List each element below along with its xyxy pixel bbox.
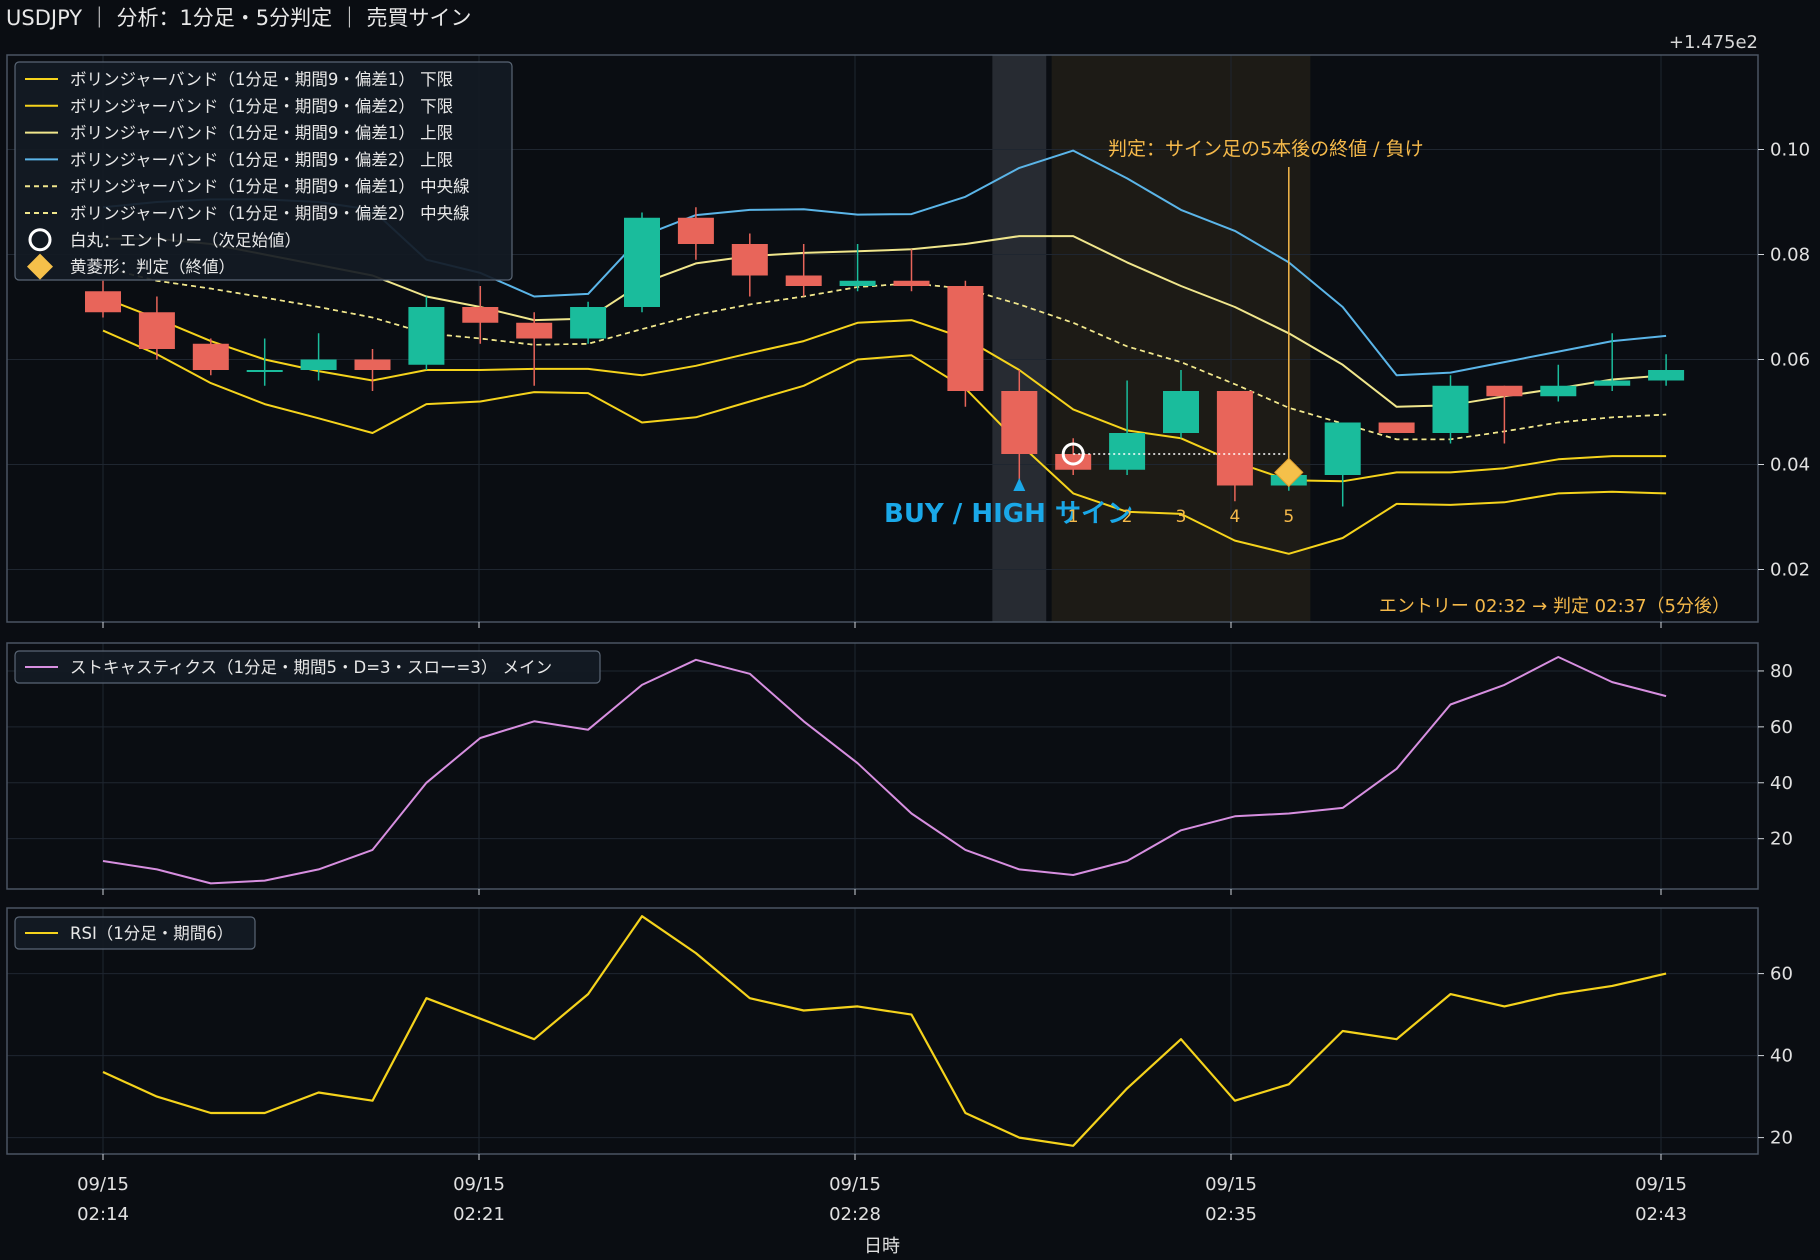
candle-body: [570, 307, 607, 339]
page-title: USDJPY ｜ 分析：1分足・5分判定 ｜ 売買サイン: [6, 6, 472, 30]
candle-body: [1432, 385, 1469, 433]
candle-body: [462, 307, 499, 323]
rsi-y-tick-label: 60: [1770, 964, 1793, 985]
candle-body: [839, 280, 876, 286]
price-y-tick-label: 0.04: [1770, 455, 1810, 476]
candle-body: [1001, 391, 1038, 454]
judge-label: 判定：サイン足の5本後の終値 / 負け: [1108, 138, 1424, 160]
candle-body: [1540, 385, 1577, 397]
signal-bar-highlight: [992, 55, 1047, 622]
bar-count-label: 3: [1176, 507, 1187, 527]
candle-body: [1648, 370, 1685, 381]
candle-body: [731, 244, 768, 276]
candle-body: [1163, 391, 1199, 433]
x-tick-date-label: 09/15: [1635, 1174, 1687, 1195]
bar-count-label: 5: [1283, 507, 1294, 527]
legend-label: ボリンジャーバンド（1分足・期間9・偏差1） 下限: [70, 70, 453, 89]
candle-body: [947, 286, 984, 391]
x-tick-date-label: 09/15: [1205, 1174, 1257, 1195]
candle-body: [516, 322, 553, 339]
candle-body: [1594, 380, 1631, 386]
price-y-tick-label: 0.02: [1770, 560, 1810, 581]
entry-judge-note: エントリー 02:32 → 判定 02:37（5分後）: [1379, 596, 1730, 617]
x-tick-date-label: 09/15: [829, 1174, 881, 1195]
candle-body: [893, 280, 930, 286]
stochastic-line: [102, 656, 1667, 885]
candle-body: [1486, 385, 1523, 397]
candle-body: [785, 275, 822, 286]
panel-bg-2: [7, 908, 1758, 1154]
legend-diamond-swatch: [27, 253, 53, 280]
bar-count-label: 2: [1122, 507, 1133, 527]
candle-body: [1109, 433, 1146, 470]
y-offset-label: +1.475e2: [1669, 32, 1758, 53]
x-tick-time-label: 02:14: [77, 1204, 129, 1225]
stoch-y-tick-label: 40: [1770, 773, 1793, 794]
price-y-tick-label: 0.08: [1770, 245, 1810, 266]
candle-body: [246, 370, 283, 372]
rsi-line: [102, 915, 1667, 1147]
price-y-tick-label: 0.10: [1770, 140, 1810, 161]
legend-label: 白丸：エントリー（次足始値）: [70, 231, 301, 250]
candle-body: [85, 291, 121, 313]
stoch-y-tick-label: 20: [1770, 829, 1793, 850]
legend-box: [14, 650, 601, 684]
candle-body: [1055, 454, 1092, 470]
legend-label: 黄菱形：判定（終値）: [70, 258, 235, 277]
panel-frame: [6, 642, 1759, 890]
legend-circle-swatch: [28, 228, 52, 252]
candle-body: [300, 359, 337, 370]
candle-body: [1216, 391, 1253, 486]
stoch-y-tick-label: 80: [1770, 661, 1793, 682]
panel-frame: [6, 907, 1759, 1155]
x-tick-time-label: 02:28: [829, 1204, 881, 1225]
candle-body: [677, 217, 714, 244]
candle-body: [354, 359, 391, 370]
bb-lower-2sigma-line: [102, 296, 1667, 483]
signal-arrow-icon: [1013, 478, 1026, 491]
x-tick-date-label: 09/15: [453, 1174, 505, 1195]
legend-label: ボリンジャーバンド（1分足・期間9・偏差2） 上限: [70, 150, 453, 169]
price-y-tick-label: 0.06: [1770, 350, 1810, 371]
candle-body: [192, 343, 229, 370]
legend-label: ボリンジャーバンド（1分足・期間9・偏差2） 下限: [70, 97, 453, 116]
x-axis-label: 日時: [864, 1236, 900, 1257]
judge-marker-diamond: [1274, 457, 1304, 488]
candle-body: [1324, 422, 1361, 475]
legend-box: [14, 61, 513, 281]
candle-body: [624, 217, 660, 307]
candle-body: [1378, 422, 1415, 433]
entry-marker-circle: [1061, 442, 1085, 466]
legend-box: [14, 916, 256, 950]
bar-count-label: 1: [1068, 507, 1079, 527]
candle-body: [408, 307, 445, 365]
stoch-y-tick-label: 60: [1770, 717, 1793, 738]
legend-label: ボリンジャーバンド（1分足・期間9・偏差1） 中央線: [70, 177, 470, 196]
bb-lower-1sigma-line: [102, 329, 1667, 555]
rsi-y-tick-label: 20: [1770, 1128, 1793, 1149]
x-tick-time-label: 02:43: [1635, 1204, 1687, 1225]
panel-frame: [6, 54, 1759, 623]
bb-mid-2sigma-line: [102, 266, 1667, 441]
x-tick-date-label: 09/15: [77, 1174, 129, 1195]
panel-bg-1: [7, 643, 1758, 889]
rsi-legend-label: RSI（1分足・期間6）: [70, 924, 233, 943]
legend-label: ボリンジャーバンド（1分足・期間9・偏差1） 上限: [70, 124, 453, 143]
rsi-y-tick-label: 40: [1770, 1046, 1793, 1067]
legend-label: ボリンジャーバンド（1分足・期間9・偏差2） 中央線: [70, 204, 470, 223]
stoch-legend-label: ストキャスティクス（1分足・期間5・D=3・スロー=3） メイン: [70, 658, 552, 677]
signal-label: BUY / HIGH サイン: [884, 499, 1133, 529]
bar-count-label: 4: [1229, 507, 1240, 527]
x-tick-time-label: 02:35: [1205, 1204, 1257, 1225]
x-tick-time-label: 02:21: [453, 1204, 505, 1225]
candle-body: [138, 312, 175, 349]
